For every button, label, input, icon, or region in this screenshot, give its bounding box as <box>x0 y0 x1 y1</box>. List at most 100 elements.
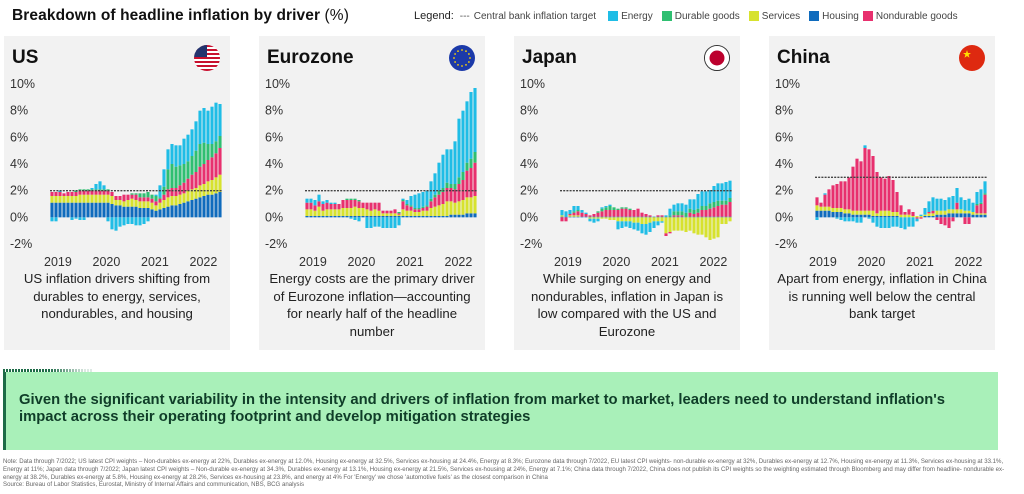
bar-segment-nondurable <box>158 198 162 203</box>
bar-segment-energy <box>333 202 337 204</box>
y-tick-label: 0% <box>520 210 538 224</box>
bar-segment-services <box>162 200 166 208</box>
bar-segment-nondurable <box>365 202 369 210</box>
bar-segment-housing <box>720 216 724 218</box>
bar-segment-services <box>357 208 361 216</box>
bar-segment-services <box>819 206 823 211</box>
bar-segment-nondurable <box>389 210 393 214</box>
bar-segment-nondurable <box>907 209 911 215</box>
bar-segment-durable <box>680 211 684 216</box>
bar-segment-services <box>345 208 349 216</box>
bar-segment-housing <box>895 216 899 218</box>
bar-segment-services <box>78 194 82 203</box>
bar-segment-energy <box>700 191 704 206</box>
bar-segment-energy <box>851 217 855 222</box>
bar-segment-energy <box>202 108 206 143</box>
bar-segment-energy <box>895 217 899 227</box>
bar-segment-energy <box>704 191 708 206</box>
bar-segment-nondurable <box>154 201 158 206</box>
bar-segment-nondurable <box>465 170 469 198</box>
bar-segment-housing <box>182 202 186 218</box>
bar-segment-nondurable <box>644 214 648 217</box>
bar-segment-nondurable <box>967 217 971 224</box>
bar-segment-housing <box>349 216 353 218</box>
bar-segment-durable <box>616 208 620 210</box>
bar-segment-housing <box>425 216 429 218</box>
bar-segment-nondurable <box>317 201 321 207</box>
bar-segment-nondurable <box>911 212 915 216</box>
bar-segment-housing <box>963 213 967 218</box>
bar-segment-housing <box>975 214 979 218</box>
bar-segment-nondurable <box>835 184 839 208</box>
bar-segment-housing <box>174 205 178 218</box>
bar-segment-energy <box>78 217 82 220</box>
bar-segment-housing <box>50 202 54 218</box>
bar-segment-housing <box>891 216 895 218</box>
bar-segment-services <box>855 210 859 215</box>
bar-segment-housing <box>951 213 955 218</box>
x-tick-label: 2020 <box>93 255 121 269</box>
bar-segment-energy <box>397 217 401 226</box>
bar-segment-housing <box>150 209 154 218</box>
bar-segment-energy <box>652 221 656 228</box>
bar-segment-services <box>114 200 118 206</box>
x-tick-label: 2022 <box>955 255 983 269</box>
bar-segment-energy <box>146 217 150 222</box>
bar-segment-services <box>325 209 329 216</box>
bar-segment-nondurable <box>560 217 564 222</box>
bar-segment-nondurable <box>373 202 377 210</box>
bar-segment-nondurable <box>333 204 337 210</box>
legend-item-durable: Durable goods <box>661 11 740 22</box>
bar-segment-nondurable <box>704 210 708 217</box>
bar-segment-services <box>90 194 94 203</box>
bar-segment-energy <box>668 208 672 216</box>
bar-segment-durable <box>672 211 676 216</box>
bar-segment-services <box>118 200 122 206</box>
bar-segment-services <box>425 210 429 216</box>
bar-segment-nondurable <box>859 161 863 211</box>
bar-segment-housing <box>859 214 863 218</box>
bar-segment-services <box>182 193 186 203</box>
panel-eurozone: Eurozone 10% 8% 6% 4% 2% 0% -2% 2019 2020 2021 202… <box>259 36 485 350</box>
bar-segment-nondurable <box>54 192 58 196</box>
bar-segment-nondurable <box>827 189 831 207</box>
legend-nondurable-label: Nondurable goods <box>875 10 958 22</box>
bar-segment-energy <box>449 149 453 184</box>
bar-segment-energy <box>823 193 827 195</box>
nondurable-swatch-icon <box>862 11 873 21</box>
bar-segment-durable <box>413 208 417 210</box>
bar-segment-services <box>983 213 987 215</box>
bar-segment-services <box>608 217 612 220</box>
bar-segment-nondurable <box>656 215 660 217</box>
bar-segment-housing <box>600 216 604 218</box>
panel-title: Japan <box>522 47 577 68</box>
bar-segment-energy <box>417 193 421 208</box>
bar-segment-durable <box>421 206 425 208</box>
bar-segment-services <box>453 202 457 215</box>
legend-label: Legend: <box>414 10 454 22</box>
bar-segment-energy <box>871 217 875 223</box>
bar-segment-energy <box>927 201 931 212</box>
bar-segment-durable <box>345 198 349 200</box>
bar-segment-services <box>831 208 835 212</box>
bar-segment-durable <box>102 189 106 191</box>
bar-segment-housing <box>696 216 700 218</box>
chart-us: 10% 8% 6% 4% 2% 0% -2% 2019 2020 2021 2022 <box>10 77 222 269</box>
bar-segment-durable <box>202 142 206 164</box>
bars <box>560 180 732 240</box>
y-tick-label: 2% <box>775 184 793 198</box>
bar-segment-energy <box>967 198 971 211</box>
bar-segment-energy <box>971 202 975 212</box>
bar-segment-nondurable <box>325 202 329 210</box>
bar-segment-services <box>604 217 608 219</box>
bar-segment-housing <box>162 208 166 218</box>
y-tick-label: 2% <box>520 184 538 198</box>
bar-segment-energy <box>644 224 648 235</box>
bar-segment-housing <box>206 194 210 218</box>
bar-segment-services <box>397 214 401 216</box>
bar-segment-energy <box>564 211 568 217</box>
bar-segment-nondurable <box>863 148 867 211</box>
bar-segment-durable <box>604 207 608 210</box>
y-tick-label: 4% <box>10 157 28 171</box>
bar-segment-services <box>178 194 182 204</box>
